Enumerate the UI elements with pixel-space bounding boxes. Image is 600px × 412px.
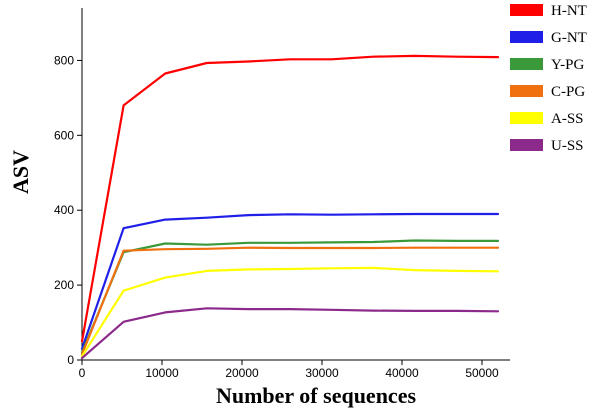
legend-swatch-u-ss: [510, 139, 543, 151]
x-tick-label: 10000: [145, 366, 179, 380]
y-tick-label: 400: [54, 203, 74, 217]
x-tick-label: 50000: [465, 366, 499, 380]
legend-swatch-c-pg: [510, 85, 543, 97]
series-line-c-pg: [80, 246, 500, 356]
series-line-a-ss: [80, 266, 500, 358]
axis-ticks: 0 200 400 600 800 0 10000 20000 30000 40000 50000: [54, 53, 499, 380]
legend-label-h-nt: H-NT: [551, 3, 587, 19]
legend-swatch-g-nt: [510, 31, 543, 43]
legend-label-y-pg: Y-PG: [551, 57, 585, 73]
legend-swatch-a-ss: [510, 112, 543, 124]
y-tick-label: 600: [54, 128, 74, 142]
x-tick-label: 30000: [305, 366, 339, 380]
y-tick-label: 800: [54, 53, 74, 67]
y-tick-label: 200: [54, 278, 74, 292]
y-axis-title: ASV: [8, 150, 33, 194]
x-tick-label: 20000: [225, 366, 259, 380]
y-tick-label: 0: [67, 353, 74, 367]
axes: [81, 8, 510, 361]
legend-swatch-y-pg: [510, 58, 543, 70]
x-axis-title: Number of sequences: [216, 383, 416, 408]
series-lines: [80, 54, 500, 360]
legend-label-c-pg: C-PG: [551, 84, 585, 100]
legend-label-a-ss: A-SS: [551, 111, 584, 127]
series-line-h-nt: [80, 54, 500, 343]
series-line-y-pg: [80, 239, 500, 354]
legend-swatch-h-nt: [510, 4, 543, 16]
legend: H-NT G-NT Y-PG C-PG A-SS U-SS: [510, 3, 587, 154]
series-line-g-nt: [80, 212, 500, 350]
series-line-u-ss: [80, 307, 500, 360]
x-tick-label: 40000: [385, 366, 419, 380]
legend-label-u-ss: U-SS: [551, 138, 584, 154]
x-tick-label: 0: [79, 366, 86, 380]
legend-label-g-nt: G-NT: [551, 30, 587, 46]
